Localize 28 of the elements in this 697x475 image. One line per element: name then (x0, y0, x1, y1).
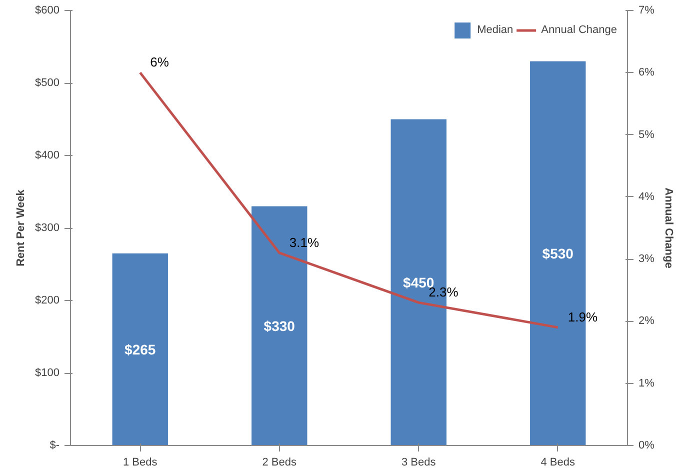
y2-tick-label: 0% (638, 440, 655, 452)
data-label: $530 (542, 245, 574, 262)
y2-tick-label: 1% (638, 377, 655, 390)
y-tick-label: $400 (35, 150, 60, 162)
y-tick-label: $600 (35, 4, 60, 16)
y2-tick-label: 3% (638, 253, 655, 266)
bar (112, 253, 168, 446)
legend-label: Annual Change (541, 24, 617, 36)
y2-tick-label: 7% (638, 4, 655, 16)
y2-tick-label: 4% (638, 190, 655, 203)
data-label: $265 (124, 341, 156, 358)
y-tick-label: $100 (35, 367, 60, 379)
y-axis-title: Rent Per Week (15, 188, 28, 266)
x-tick-label: 3 Beds (402, 456, 436, 468)
legend-label: Median (477, 24, 514, 36)
data-label: $330 (264, 318, 296, 334)
y2-tick-label: 5% (638, 128, 655, 141)
y-tick-label: $500 (35, 77, 60, 89)
y-tick-label: $- (50, 440, 60, 452)
data-label: 6% (150, 54, 170, 70)
y2-tick-label: 6% (638, 66, 655, 79)
x-tick-label: 2 Beds (262, 456, 297, 468)
y-tick-label: $300 (35, 222, 60, 234)
x-tick-label: 1 Beds (123, 456, 158, 468)
y-tick-label: $200 (35, 294, 60, 306)
y2-tick-label: 2% (638, 315, 655, 328)
y2-axis-title: Annual Change (662, 188, 674, 268)
x-tick-label: 4 Beds (540, 456, 576, 468)
